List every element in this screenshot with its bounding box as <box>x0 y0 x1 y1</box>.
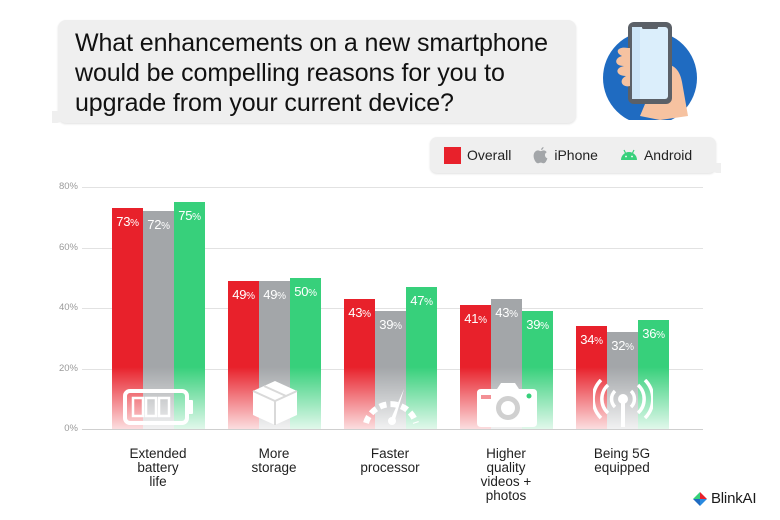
x-label-line: life <box>149 474 167 489</box>
legend-label: iPhone <box>554 147 598 163</box>
x-label-line: battery <box>137 460 179 475</box>
x-tick-label: Being 5G equipped <box>562 447 682 475</box>
brand-name: BlinkAI <box>711 490 757 507</box>
y-tick-label: 40% <box>58 302 78 313</box>
percent-sign: % <box>509 309 518 320</box>
bar-value-label: 32% <box>607 338 638 353</box>
android-logo-icon <box>620 149 638 161</box>
x-label-line: photos <box>485 488 527 503</box>
y-tick-label: 20% <box>58 363 78 374</box>
bar-value-label: 72% <box>143 217 174 232</box>
bar-value: 73 <box>116 214 131 229</box>
bar-value-label: 39% <box>522 317 553 332</box>
speedometer-icon <box>344 369 437 427</box>
x-label-line: equipped <box>594 460 650 475</box>
bar-value-label: 73% <box>112 214 143 229</box>
bar-value-label: 39% <box>375 317 406 332</box>
percent-sign: % <box>424 297 433 308</box>
y-tick-label: 0% <box>64 423 78 434</box>
x-label-line: processor <box>360 460 420 475</box>
percent-sign: % <box>478 315 487 326</box>
bar-value: 43 <box>495 305 510 320</box>
bar-value: 32 <box>611 338 626 353</box>
bar-value-label: 75% <box>174 208 205 223</box>
bar-value-label: 47% <box>406 293 437 308</box>
bar-value-label: 43% <box>344 305 375 320</box>
legend-item-iphone: iPhone <box>533 146 598 164</box>
question-bubble <box>52 20 576 123</box>
x-label-line: Being 5G <box>593 446 651 461</box>
battery-icon <box>112 369 205 427</box>
y-tick-label: 80% <box>58 181 78 192</box>
bar-value: 36 <box>642 326 657 341</box>
legend-label: Overall <box>467 147 512 163</box>
percent-sign: % <box>540 321 549 332</box>
legend-item-android: Android <box>620 147 692 163</box>
x-label-line: videos + <box>480 474 532 489</box>
bar-value: 34 <box>580 332 595 347</box>
percent-sign: % <box>277 291 286 302</box>
percent-sign: % <box>656 330 665 341</box>
bar-value-label: 36% <box>638 326 669 341</box>
percent-sign: % <box>393 321 402 332</box>
gridline <box>82 429 703 430</box>
bar-value: 49 <box>263 287 278 302</box>
blinkai-logo-icon <box>693 491 707 506</box>
bar-value: 49 <box>232 287 247 302</box>
percent-sign: % <box>192 212 201 223</box>
x-label-line: storage <box>251 460 297 475</box>
bar-value: 41 <box>464 311 479 326</box>
x-tick-label: Faster processor <box>330 447 450 475</box>
x-label-line: More <box>258 446 290 461</box>
bar-value-label: 41% <box>460 311 491 326</box>
percent-sign: % <box>362 309 371 320</box>
bar-value: 39 <box>526 317 541 332</box>
box-icon <box>228 369 321 427</box>
percent-sign: % <box>161 221 170 232</box>
bar-value-label: 43% <box>491 305 522 320</box>
percent-sign: % <box>308 288 317 299</box>
bar-value-label: 34% <box>576 332 607 347</box>
apple-logo-icon <box>533 146 548 164</box>
gridline <box>82 187 703 188</box>
hand-holding-phone-icon <box>603 22 697 120</box>
chart-legend: Overall iPhone Android <box>430 137 721 173</box>
x-tick-label: Higher quality videos + photos <box>446 447 566 503</box>
bar-value: 72 <box>147 217 162 232</box>
title-line: would be compelling reasons for you to <box>75 59 505 87</box>
bar-value: 50 <box>294 284 309 299</box>
gridline <box>82 248 703 249</box>
bar-value-label: 49% <box>259 287 290 302</box>
x-tick-label: More storage <box>214 447 334 475</box>
percent-sign: % <box>246 291 255 302</box>
signal-icon <box>576 369 669 427</box>
bar-value-label: 49% <box>228 287 259 302</box>
x-label-line: quality <box>486 460 526 475</box>
legend-item-overall: Overall <box>444 146 512 164</box>
percent-sign: % <box>594 336 603 347</box>
bar-value: 43 <box>348 305 363 320</box>
x-label-line: Higher <box>486 446 526 461</box>
gridline <box>82 308 703 309</box>
chart-title: What enhancements on a new smartphone wo… <box>75 28 575 118</box>
x-label-line: Faster <box>370 446 410 461</box>
bar-value: 75 <box>178 208 193 223</box>
brand-logo: BlinkAI <box>693 490 756 507</box>
x-label-line: Extended <box>129 446 187 461</box>
red-square-icon <box>444 146 461 164</box>
camera-icon <box>460 369 553 427</box>
x-tick-label: Extended battery life <box>98 447 218 489</box>
bar-value: 47 <box>410 293 425 308</box>
percent-sign: % <box>130 218 139 229</box>
title-line: What enhancements on a new smartphone <box>75 29 548 57</box>
legend-label: Android <box>643 147 693 163</box>
y-tick-label: 60% <box>58 242 78 253</box>
percent-sign: % <box>625 342 634 353</box>
title-line: upgrade from your current device? <box>75 89 454 117</box>
bar-value-label: 50% <box>290 284 321 299</box>
bar-value: 39 <box>379 317 394 332</box>
